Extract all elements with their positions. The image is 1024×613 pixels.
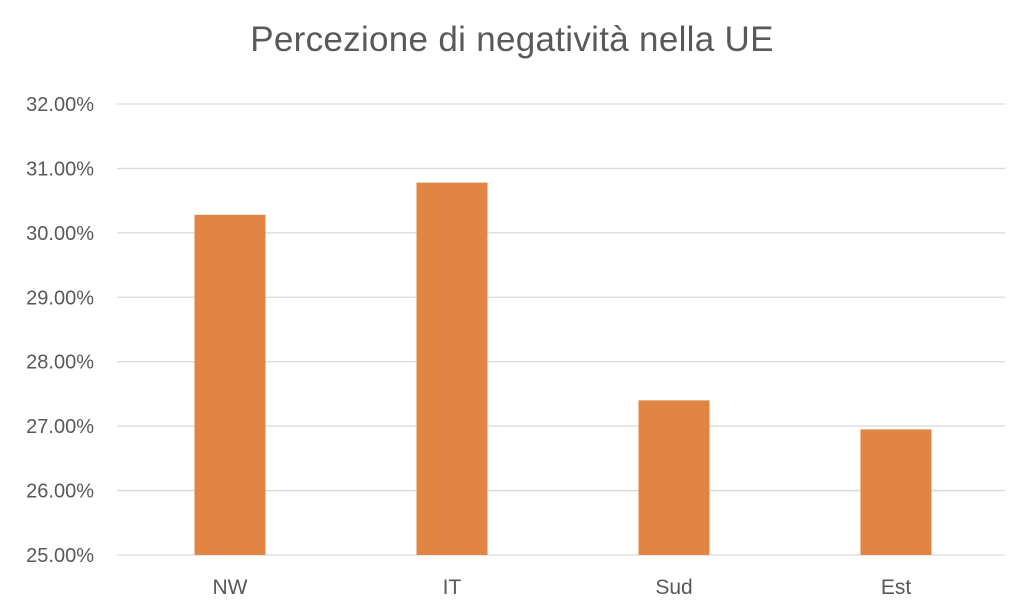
x-axis-categories: NW IT Sud Est [213,576,912,599]
y-tick-label: 27.00% [26,416,94,438]
y-tick-label: 26.00% [26,481,94,503]
y-tick-label: 28.00% [26,352,94,374]
bars [194,182,932,556]
y-tick-label: 30.00% [26,223,94,245]
y-tick-label: 31.00% [26,158,94,180]
y-tick-label: 29.00% [26,287,94,309]
y-tick-label: 32.00% [26,94,94,116]
bar-est [860,429,932,555]
category-label-sud: Sud [655,576,692,599]
category-label-est: Est [881,576,912,599]
y-tick-label: 25.00% [26,545,94,567]
category-label-it: IT [443,576,462,599]
y-axis-ticks: 25.00% 26.00% 27.00% 28.00% 29.00% 30.00% 31.0… [26,94,94,567]
chart-title: Percezione di negatività nella UE [250,20,774,59]
category-label-nw: NW [213,576,248,599]
bar-it [416,182,488,556]
bar-sud [638,400,710,555]
bar-nw [194,214,266,555]
